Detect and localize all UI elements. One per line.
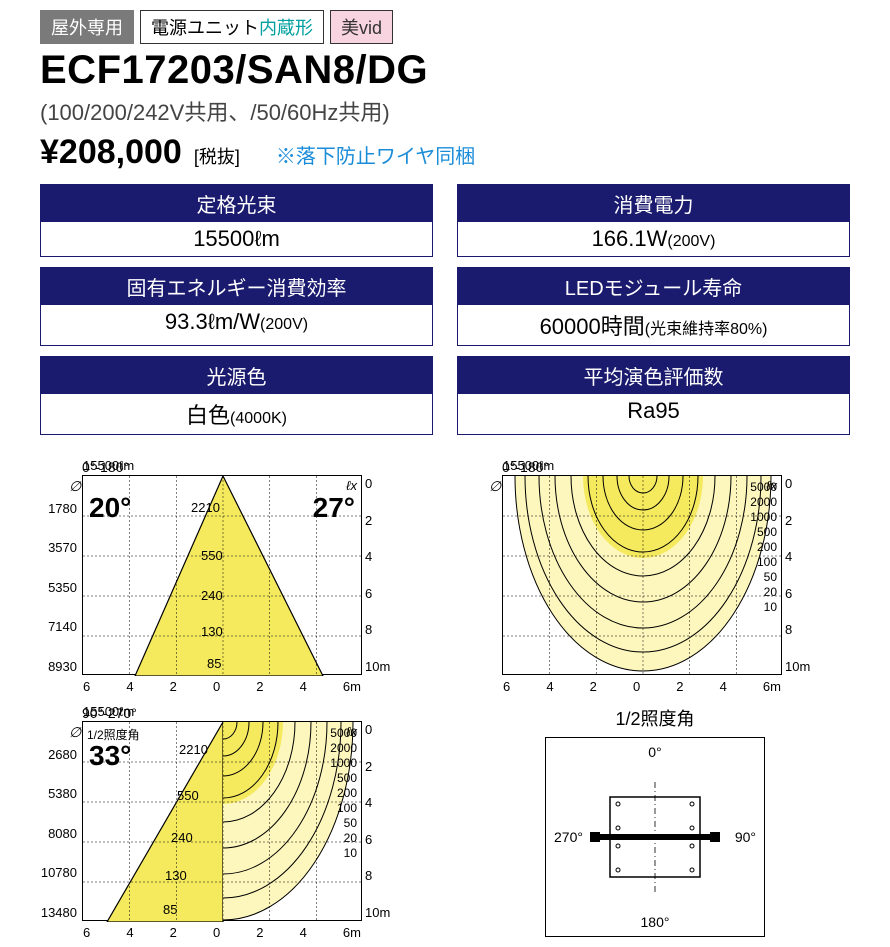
badge-psu-prefix: 電源ユニット [151,14,259,40]
angle-right: 27° [313,492,355,524]
spec-value: 60000時間(光束維持率80%) [458,305,849,345]
spec-value: 15500ℓm [41,222,432,256]
y-right: 02 46 810m [365,476,387,674]
spec-box: 平均演色評価数 Ra95 [457,356,850,435]
deg-270: 270° [554,829,583,845]
spec-title: LEDモジュール寿命 [458,268,849,305]
inner-val: 130 [201,624,223,639]
inner-val: 550 [177,788,199,803]
badge-psu: 電源ユニット内蔵形 [140,10,324,44]
chart-area: 15500ℓm ∅ ℓx [502,475,782,675]
badge-outdoor: 屋外専用 [40,10,134,44]
isolux-svg [503,476,783,676]
inner-val: 85 [163,902,177,917]
lx-label: ℓx [346,478,357,493]
chart-cone-0-180: 0°-180° 15500ℓm ∅ ℓx 20° 27° 2210 [50,459,420,675]
inner-val: 2210 [179,742,208,757]
spec-title: 平均演色評価数 [458,357,849,394]
fixture-title: 1/2照度角 [470,705,840,731]
badge-row: 屋外専用 電源ユニット内蔵形 美vid [40,10,850,44]
fixture-box: 0° 90° 180° 270° [545,737,765,937]
iso-labels: 50002000 1000500 200100 5020 10 [750,480,777,615]
spec-grid: 定格光束 15500ℓm 消費電力 166.1W(200V) 固有エネルギー消費… [40,184,850,435]
spec-box: 定格光束 15500ℓm [40,184,433,257]
charts-grid: 0°-180° 15500ℓm ∅ ℓx 20° 27° 2210 [40,459,850,937]
tax-label: [税抜] [194,143,240,169]
model-number: ECF17203/SAN8/DG [40,48,850,93]
spec-value: 白色(4000K) [41,394,432,434]
deg-90: 90° [735,829,756,845]
chart-combined-90-270: 90°-270° 15500ℓm ∅ ℓx [50,705,420,937]
y-right: 02 46 810m [365,722,387,920]
spec-value: Ra95 [458,394,849,428]
angle-33: 33° [89,740,131,772]
price-row: ¥208,000 [税抜] ※落下防止ワイヤ同梱 [40,133,850,172]
x-labels: 64 20 24 6m [83,679,361,694]
inner-val: 240 [201,588,223,603]
spec-box: 消費電力 166.1W(200V) [457,184,850,257]
inner-val: 85 [207,656,221,671]
spec-title: 光源色 [41,357,432,394]
iso-labels: 50002000 1000500 200100 5020 10 [330,726,357,861]
spec-box: LEDモジュール寿命 60000時間(光束維持率80%) [457,267,850,346]
y-left: 1780 35705350 71408930 [35,476,77,674]
phi-symbol: ∅ [489,478,501,495]
voltage-line: (100/200/242V共用、/50/60Hz共用) [40,95,850,127]
spec-box: 光源色 白色(4000K) [40,356,433,435]
chart-lumen: 15500ℓm [83,458,134,473]
fixture-diagram: 1/2照度角 0° 90° 180° 270° [470,705,840,937]
chart-isolux-0-180: 0°-180° 15500ℓm ∅ ℓx [470,459,840,675]
inner-val: 2210 [191,500,220,515]
inner-val: 130 [165,868,187,883]
spec-title: 固有エネルギー消費効率 [41,268,432,305]
angle-left: 20° [89,492,131,524]
price: ¥208,000 [40,133,182,172]
spec-title: 消費電力 [458,185,849,222]
wire-note: ※落下防止ワイヤ同梱 [276,140,475,169]
deg-180: 180° [641,914,670,930]
badge-psu-suffix: 内蔵形 [259,14,313,40]
y-left: 2680 53808080 1078013480 [35,722,77,920]
deg-0: 0° [648,744,661,760]
x-labels: 64 20 24 6m [503,679,781,694]
inner-val: 550 [201,548,223,563]
x-labels: 64 20 24 6m [83,925,361,940]
spec-title: 定格光束 [41,185,432,222]
y-right: 02 46 810m [785,476,807,674]
spec-value: 166.1W(200V) [458,222,849,256]
chart-lumen: 15500ℓm [83,704,134,719]
spec-value: 93.3ℓm/W(200V) [41,305,432,339]
fixture-svg [590,782,720,892]
badge-bivid: 美vid [330,10,393,44]
chart-area: 15500ℓm ∅ ℓx [82,721,362,921]
spec-box: 固有エネルギー消費効率 93.3ℓm/W(200V) [40,267,433,346]
inner-val: 240 [171,830,193,845]
chart-lumen: 15500ℓm [503,458,554,473]
chart-area: 15500ℓm ∅ ℓx 20° 27° 2210 550 240 130 [82,475,362,675]
